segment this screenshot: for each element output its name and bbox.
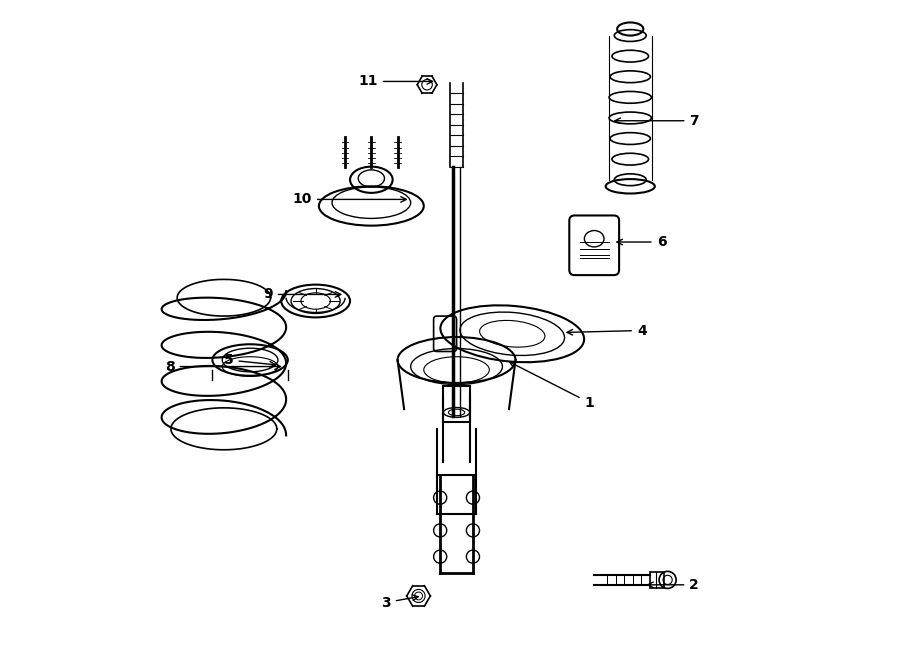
- Text: 8: 8: [165, 360, 281, 373]
- Text: 3: 3: [382, 595, 418, 609]
- Text: 1: 1: [509, 362, 594, 410]
- Text: 9: 9: [263, 288, 341, 301]
- Text: 5: 5: [224, 353, 275, 367]
- Text: 11: 11: [358, 75, 433, 89]
- Text: 6: 6: [616, 235, 666, 249]
- Text: 10: 10: [292, 192, 406, 206]
- Text: 2: 2: [648, 578, 699, 592]
- Text: 7: 7: [615, 114, 699, 128]
- Text: 4: 4: [567, 323, 646, 338]
- Bar: [444, 386, 470, 422]
- Bar: [650, 572, 664, 588]
